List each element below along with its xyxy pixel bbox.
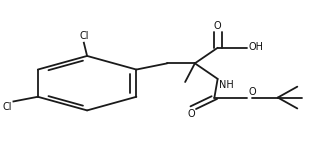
Text: O: O xyxy=(188,109,195,119)
Text: O: O xyxy=(214,21,221,31)
Text: Cl: Cl xyxy=(2,102,12,112)
Text: NH: NH xyxy=(219,80,234,90)
Text: O: O xyxy=(248,87,256,97)
Text: OH: OH xyxy=(248,42,264,52)
Text: Cl: Cl xyxy=(79,31,88,41)
